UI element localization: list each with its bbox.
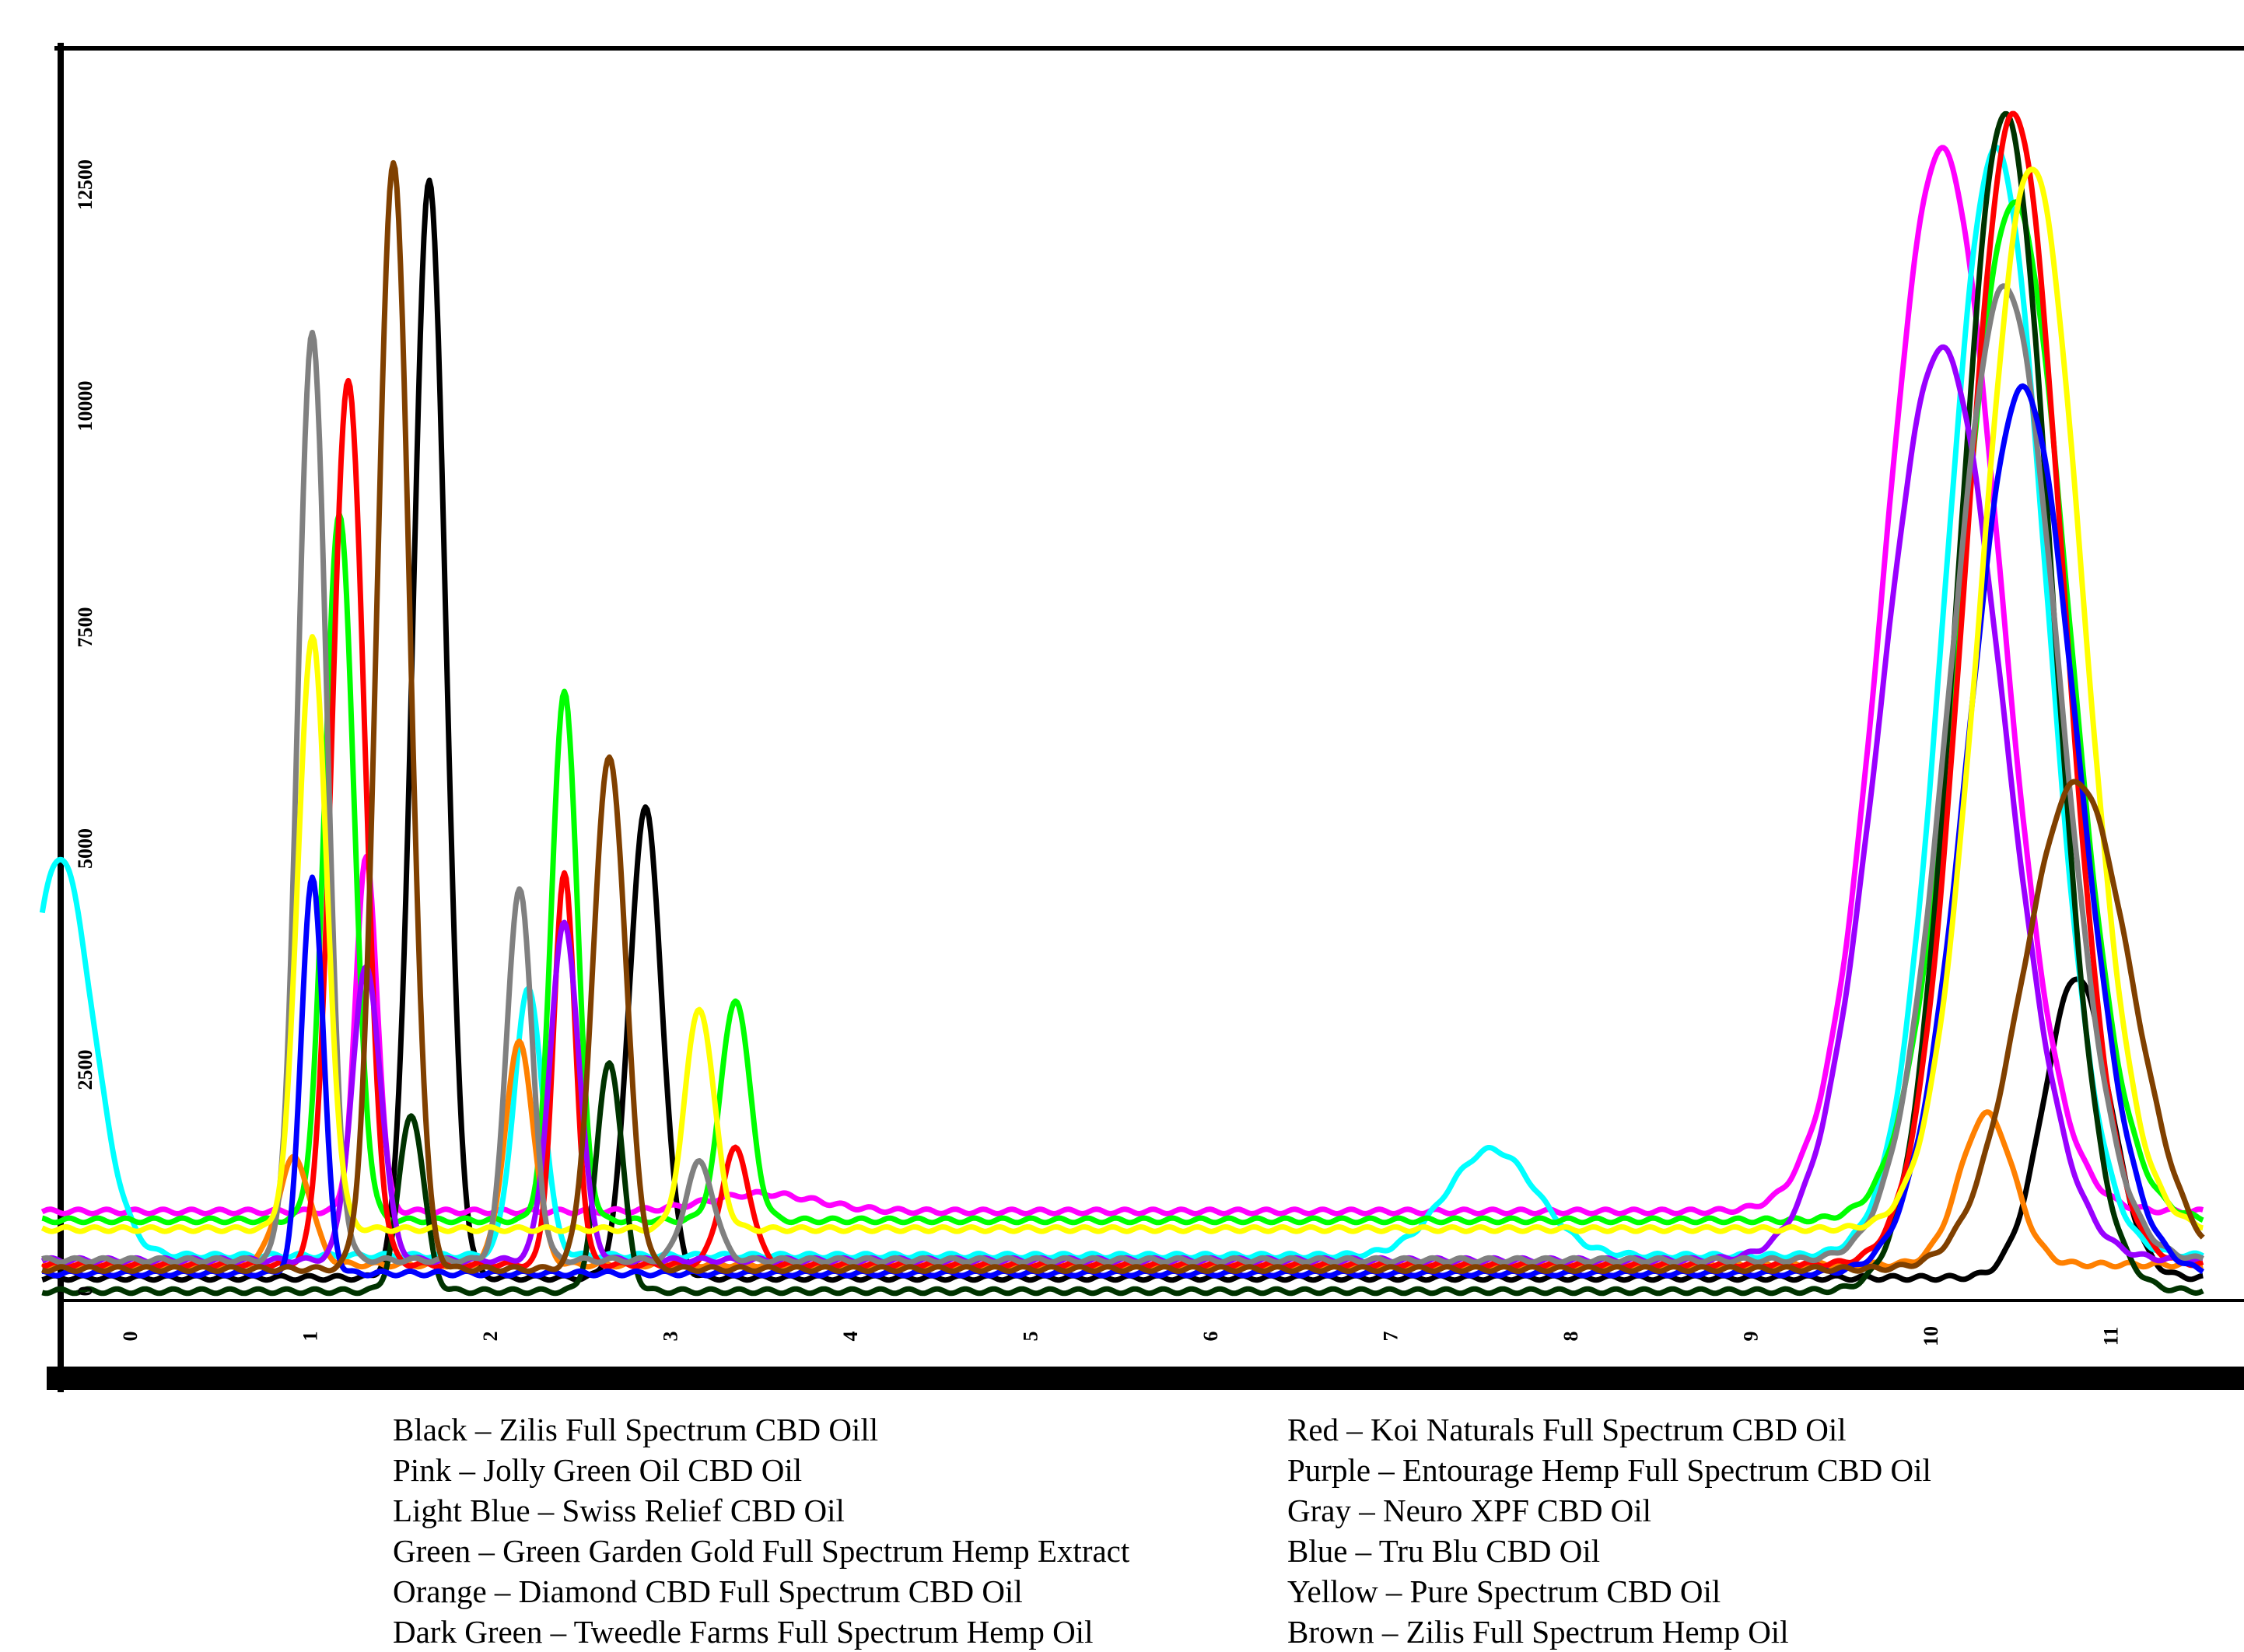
legend-item: Dark Green – Tweedle Farms Full Spectrum… <box>393 1614 1094 1650</box>
plot-frame <box>47 43 2244 1392</box>
x-tick-label: 7 <box>1379 1332 1402 1342</box>
series-line-11 <box>40 166 2204 1234</box>
x-tick-label: 6 <box>1199 1332 1222 1342</box>
x-tick-label: 1 <box>299 1332 321 1342</box>
y-tick-label: 5000 <box>74 828 96 869</box>
legend-item: Brown – Zilis Full Spectrum Hemp Oil <box>1287 1614 1789 1650</box>
series-line-9 <box>41 283 2204 1265</box>
x-tick-label: 9 <box>1739 1332 1762 1342</box>
y-tick-label: 7500 <box>74 607 96 648</box>
x-ticks: 0 1 2 3 4 5 6 7 8 9 10 11 <box>119 1326 2123 1346</box>
legend-item: Yellow – Pure Spectrum CBD Oil <box>1287 1573 1721 1609</box>
series-line-12 <box>41 159 2205 1274</box>
series-line-1 <box>41 177 2204 1283</box>
x-tick-label: 8 <box>1560 1332 1582 1342</box>
x-tick-label: 11 <box>2099 1327 2122 1346</box>
series-line-2 <box>40 145 2204 1216</box>
x-tick-label: 10 <box>1920 1326 1942 1346</box>
legend-left-column: Black – Zilis Full Spectrum CBD Oill Pink… <box>393 1409 1129 1652</box>
x-tick-label: 0 <box>119 1332 142 1342</box>
series-line-6 <box>41 110 2204 1297</box>
bottom-bar <box>47 1367 2244 1390</box>
legend-item: Light Blue – Swiss Relief CBD Oil <box>393 1493 845 1528</box>
series-line-4 <box>41 199 2204 1226</box>
legend-item: Black – Zilis Full Spectrum CBD Oill <box>393 1412 879 1447</box>
x-tick-label: 4 <box>839 1332 862 1342</box>
x-tick-label: 5 <box>1019 1332 1041 1342</box>
y-tick-label: 0 <box>74 1286 96 1297</box>
legend-item: Green – Green Garden Gold Full Spectrum … <box>393 1533 1130 1569</box>
series-layer <box>39 110 2205 1297</box>
legend-item: Purple – Entourage Hemp Full Spectrum CB… <box>1287 1452 1931 1488</box>
chromatogram-chart: 0 1 2 3 4 5 6 7 8 9 10 11 0 2500 5000 7500 10000 12500 <box>39 43 2244 1392</box>
x-tick-label: 2 <box>479 1332 502 1342</box>
y-ticks: 0 2500 5000 7500 10000 12500 <box>74 159 96 1297</box>
legend-item: Blue – Tru Blu CBD Oil <box>1287 1533 1601 1569</box>
y-tick-label: 12500 <box>74 159 96 210</box>
legend-item: Gray – Neuro XPF CBD Oil <box>1287 1493 1652 1528</box>
legend-item: Pink – Jolly Green Oil CBD Oil <box>393 1452 803 1488</box>
legend-item: Orange – Diamond CBD Full Spectrum CBD O… <box>393 1573 1023 1609</box>
y-tick-label: 10000 <box>74 381 96 432</box>
legend-right-column: Red – Koi Naturals Full Spectrum CBD Oil… <box>1287 1409 1931 1652</box>
x-tick-label: 3 <box>659 1332 681 1342</box>
y-tick-label: 2500 <box>74 1050 96 1090</box>
legend-item: Red – Koi Naturals Full Spectrum CBD Oil <box>1287 1412 1847 1447</box>
